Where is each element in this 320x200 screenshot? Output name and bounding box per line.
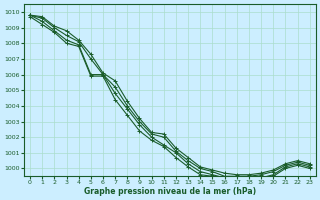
X-axis label: Graphe pression niveau de la mer (hPa): Graphe pression niveau de la mer (hPa) <box>84 187 256 196</box>
